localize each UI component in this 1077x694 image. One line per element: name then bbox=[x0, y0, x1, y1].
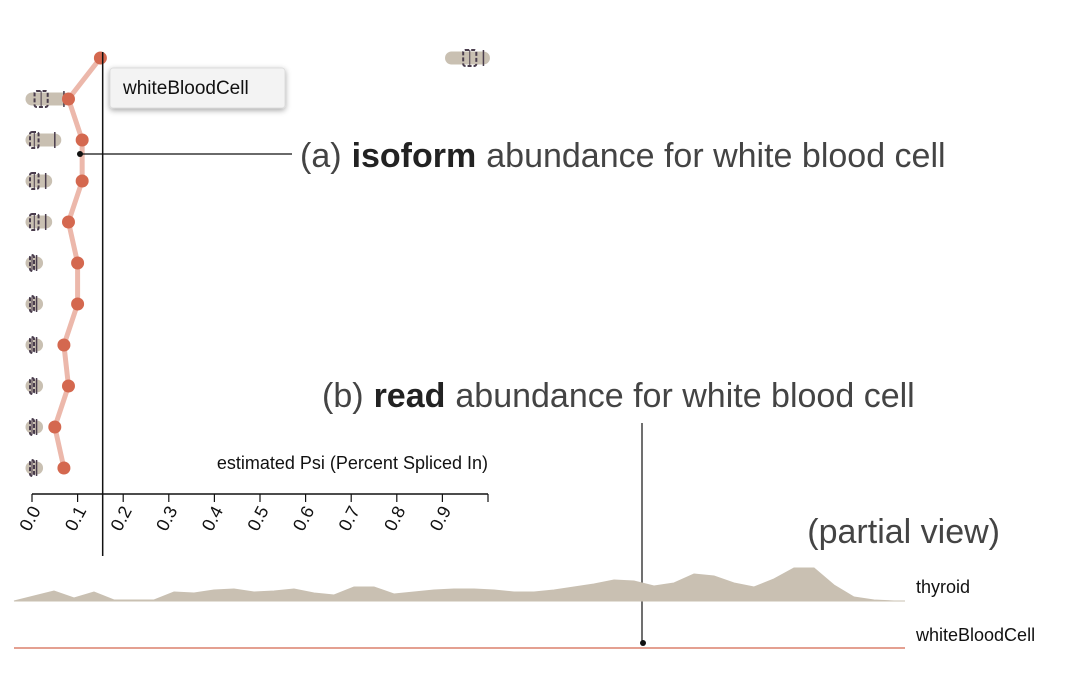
x-tick-label: 0.7 bbox=[335, 503, 364, 534]
series-dot bbox=[75, 133, 89, 147]
tooltip: whiteBloodCell bbox=[109, 67, 286, 109]
read-tracks: thyroid whiteBloodCell bbox=[13, 567, 1035, 649]
tooltip-box bbox=[109, 67, 286, 109]
partial-view-label: (partial view) bbox=[807, 513, 1000, 551]
series-dot bbox=[61, 215, 75, 229]
series-dot bbox=[75, 174, 89, 188]
series-dot bbox=[48, 420, 62, 434]
x-tick-label: 0.2 bbox=[107, 503, 136, 534]
pointer-dot bbox=[77, 151, 83, 157]
prefix: (a) bbox=[300, 137, 342, 175]
x-tick-label: 0.3 bbox=[152, 503, 181, 534]
series-dot bbox=[57, 338, 71, 352]
bold: isoform bbox=[352, 137, 477, 175]
psi-plot: 0.0 0.1 0.2 0.3 0.4 0.5 0.6 0.7 0.8 0.9 bbox=[15, 49, 490, 556]
coverage-area bbox=[13, 567, 905, 602]
annotation-text: (a) isoform abundance for white blood cell bbox=[300, 137, 946, 175]
pointer-dot bbox=[640, 640, 646, 646]
series-dot bbox=[71, 297, 85, 311]
track-label: whiteBloodCell bbox=[915, 625, 1035, 645]
x-tick-label: 0.8 bbox=[380, 503, 409, 534]
x-tick-label: 0.9 bbox=[426, 503, 455, 534]
annotation-a: (a) isoform abundance for white blood cell bbox=[77, 137, 946, 175]
series-dot bbox=[93, 51, 107, 65]
suffix: abundance for white blood cell bbox=[455, 377, 914, 415]
track-label: thyroid bbox=[916, 577, 970, 597]
prefix: (b) bbox=[322, 377, 364, 415]
annotation-text: (b) read abundance for white blood cell bbox=[322, 377, 915, 415]
series-dot bbox=[57, 461, 71, 475]
suffix: abundance for white blood cell bbox=[486, 137, 945, 175]
x-tick-label: 0.1 bbox=[61, 503, 90, 534]
x-tick-label: 0.4 bbox=[198, 503, 227, 534]
x-axis-label: estimated Psi (Percent Spliced In) bbox=[217, 453, 488, 473]
series-dot bbox=[61, 379, 75, 393]
x-tick-label: 0.5 bbox=[243, 503, 272, 534]
series-dot bbox=[71, 256, 85, 270]
x-tick-label: 0.0 bbox=[15, 503, 44, 534]
tooltip-text: whiteBloodCell bbox=[122, 78, 249, 99]
x-tick-label: 0.6 bbox=[289, 503, 318, 534]
annotation-b: (b) read abundance for white blood cell bbox=[322, 377, 915, 646]
series-dot bbox=[61, 92, 75, 106]
bold: read bbox=[374, 377, 446, 415]
